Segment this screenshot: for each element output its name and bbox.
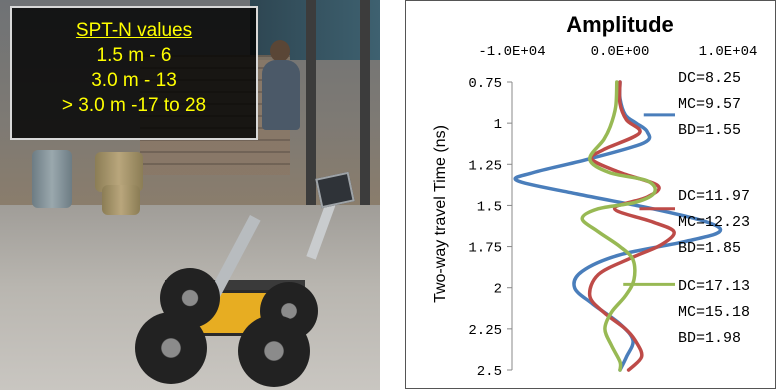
y-axis-label: Two-way travel Time (ns) <box>432 125 449 303</box>
gpr-survey-photo: SPT-N values 1.5 m - 6 3.0 m - 13 > 3.0 … <box>0 0 380 390</box>
amplitude-chart: Amplitude Two-way travel Time (ns) 0.75 1… <box>405 0 777 390</box>
y-tick-label: 1 <box>494 117 502 133</box>
x-tick-label: 1.0E+04 <box>699 44 758 60</box>
callout-label: BD=1.55 <box>678 122 741 139</box>
x-tick-label: -1.0E+04 <box>478 44 545 60</box>
support-pole <box>306 0 316 205</box>
chart-svg: Amplitude Two-way travel Time (ns) 0.75 1… <box>432 12 757 380</box>
support-pole <box>360 0 370 205</box>
wheel <box>135 312 207 384</box>
worker-head <box>270 40 290 62</box>
spt-line: 3.0 m - 13 <box>91 70 177 91</box>
y-tick-label: 0.75 <box>468 76 502 92</box>
callout-label: DC=8.25 <box>678 70 741 87</box>
wheel <box>238 315 310 387</box>
callout-label: BD=1.98 <box>678 330 741 347</box>
spt-line: 1.5 m - 6 <box>96 45 172 66</box>
annotation-layer: DC=8.25 MC=9.57 BD=1.55 DC=11.97 MC=12.23 BD=… <box>623 70 750 347</box>
y-tick-label: 1.25 <box>468 158 502 174</box>
callout-label: BD=1.85 <box>678 240 741 257</box>
y-tick-label: 2 <box>494 282 502 298</box>
x-tick-label: 0.0E+00 <box>591 44 650 60</box>
callout-label: MC=12.23 <box>678 214 750 231</box>
drum <box>32 150 72 208</box>
chart-title: Amplitude <box>566 12 674 37</box>
callout-label: DC=11.97 <box>678 188 750 205</box>
callout-label: DC=17.13 <box>678 278 750 295</box>
callout-label: MC=9.57 <box>678 96 741 113</box>
spt-n-values-box: SPT-N values 1.5 m - 6 3.0 m - 13 > 3.0 … <box>10 6 258 140</box>
axes: 0.75 1 1.25 1.5 1.75 2 2.25 2.5 -1.0E+04 0.0E+00 1… <box>468 44 757 380</box>
y-tick-label: 1.75 <box>468 241 502 257</box>
spt-title: SPT-N values <box>75 20 193 41</box>
drum <box>102 185 140 215</box>
y-tick-label: 1.5 <box>477 199 502 215</box>
worker-figure <box>262 60 300 130</box>
callout-label: MC=15.18 <box>678 304 750 321</box>
series-line-mc <box>587 80 676 372</box>
y-tick-label: 2.5 <box>477 364 502 380</box>
series-layer <box>513 80 723 372</box>
y-tick-label: 2.25 <box>468 323 502 339</box>
spt-line: > 3.0 m -17 to 28 <box>61 95 207 116</box>
series-line-bd <box>580 80 657 372</box>
chart-frame <box>405 0 776 389</box>
